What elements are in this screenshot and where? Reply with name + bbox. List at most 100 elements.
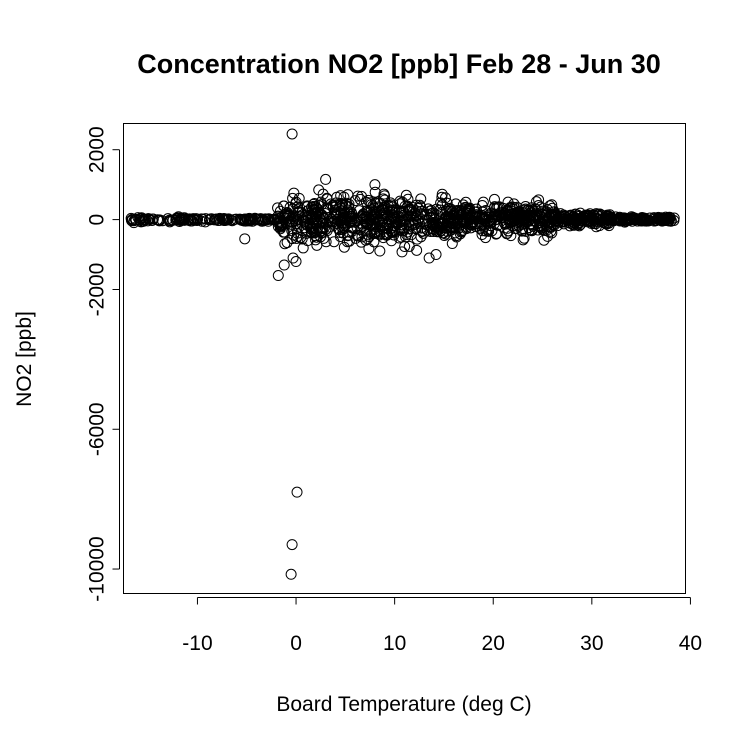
data-point xyxy=(277,226,289,238)
data-point xyxy=(286,128,298,140)
data-point xyxy=(308,227,320,239)
data-point xyxy=(451,205,463,217)
data-point xyxy=(295,231,307,243)
data-point xyxy=(396,246,408,258)
data-point xyxy=(386,206,398,218)
data-point xyxy=(285,213,297,225)
data-point xyxy=(369,179,381,191)
data-point xyxy=(288,229,300,241)
data-point xyxy=(430,249,442,261)
data-point xyxy=(436,188,448,200)
data-point xyxy=(235,213,247,225)
data-point xyxy=(177,213,189,225)
data-point xyxy=(420,219,432,231)
data-point xyxy=(362,207,374,219)
data-point xyxy=(439,192,451,204)
data-point xyxy=(633,213,645,225)
data-point xyxy=(356,209,368,221)
data-point xyxy=(406,201,418,213)
data-point xyxy=(310,208,322,220)
data-point xyxy=(306,221,318,233)
data-point xyxy=(291,486,303,498)
data-point xyxy=(490,228,502,240)
data-point xyxy=(320,236,332,248)
data-point xyxy=(464,202,476,214)
y-tick-label: 0 xyxy=(86,214,109,226)
data-point xyxy=(331,191,343,203)
data-point xyxy=(400,189,412,201)
data-point xyxy=(651,213,663,225)
x-tick-label: 30 xyxy=(580,632,603,655)
data-point xyxy=(608,214,620,226)
data-point xyxy=(484,217,496,229)
data-point xyxy=(656,214,668,226)
data-point xyxy=(551,215,563,227)
data-point xyxy=(459,201,471,213)
data-point xyxy=(320,173,332,185)
data-point xyxy=(377,193,389,205)
data-point xyxy=(522,204,534,216)
data-point xyxy=(171,212,183,224)
data-point xyxy=(343,206,355,218)
data-point xyxy=(339,199,351,211)
data-point xyxy=(242,214,254,226)
data-point xyxy=(572,214,584,226)
data-point xyxy=(369,186,381,198)
data-point xyxy=(548,209,560,221)
data-point xyxy=(546,227,558,239)
data-point xyxy=(274,212,286,224)
data-point xyxy=(200,213,212,225)
data-point xyxy=(199,216,211,228)
data-point xyxy=(302,219,314,231)
data-point xyxy=(327,201,339,213)
data-point xyxy=(176,213,188,225)
data-point xyxy=(322,202,334,214)
data-point xyxy=(349,215,361,227)
data-point xyxy=(285,568,297,580)
data-point xyxy=(402,226,414,238)
data-point xyxy=(279,238,291,250)
data-point xyxy=(438,229,450,241)
data-point xyxy=(610,211,622,223)
data-point xyxy=(448,207,460,219)
data-point xyxy=(130,214,142,226)
data-point xyxy=(434,218,446,230)
data-point xyxy=(648,215,660,227)
data-point xyxy=(427,225,439,237)
y-tick-label: -10000 xyxy=(86,536,109,601)
x-tick-label: 40 xyxy=(679,632,702,655)
data-point xyxy=(329,215,341,227)
data-point xyxy=(538,234,550,246)
data-point xyxy=(404,205,416,217)
data-point xyxy=(297,214,309,226)
data-point xyxy=(329,204,341,216)
data-point xyxy=(372,201,384,213)
y-tick-label: -6000 xyxy=(86,402,109,456)
data-point xyxy=(509,202,521,214)
data-point xyxy=(316,226,328,238)
chart-title: Concentration NO2 [ppb] Feb 28 - Jun 30 xyxy=(137,49,661,79)
data-point xyxy=(452,213,464,225)
data-point xyxy=(281,237,293,249)
data-point xyxy=(376,215,388,227)
data-point xyxy=(662,212,674,224)
data-point xyxy=(272,202,284,214)
data-point xyxy=(569,208,581,220)
data-point xyxy=(287,252,299,264)
x-tick-label: -10 xyxy=(182,632,212,655)
data-point xyxy=(345,212,357,224)
x-tick-label: 0 xyxy=(290,632,302,655)
data-point xyxy=(427,218,439,230)
data-point xyxy=(415,193,427,205)
data-point xyxy=(593,214,605,226)
data-points xyxy=(125,128,680,580)
data-point xyxy=(520,225,532,237)
data-point xyxy=(423,252,435,264)
data-point xyxy=(290,256,302,268)
data-point xyxy=(337,224,349,236)
x-tick-label: 20 xyxy=(482,632,505,655)
data-point xyxy=(503,225,515,237)
data-point xyxy=(441,197,453,209)
data-point xyxy=(403,240,415,252)
